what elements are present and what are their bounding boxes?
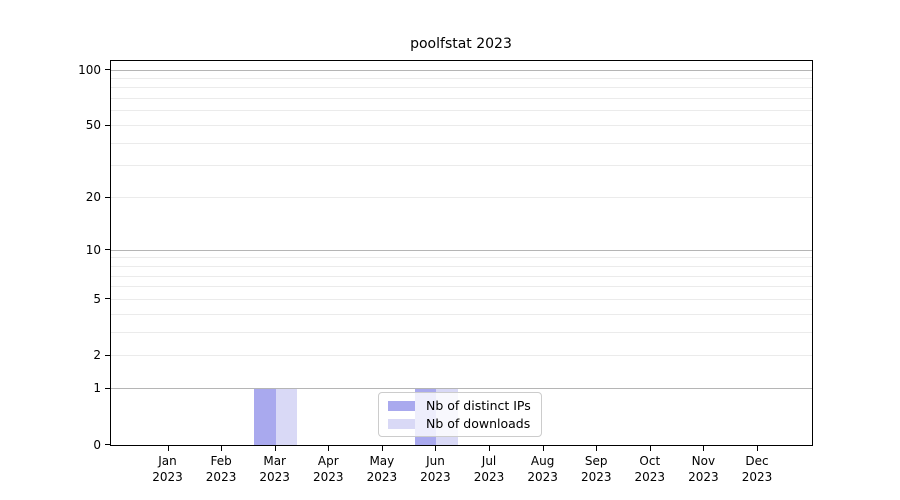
y-tick-5 (105, 298, 111, 300)
y-gridline-60 (111, 110, 812, 112)
y-gridline-100 (111, 69, 812, 71)
y-gridline-80 (111, 87, 812, 89)
x-tick-1 (221, 446, 223, 451)
legend-label-downloads: Nb of downloads (426, 416, 531, 431)
y-gridline-4 (111, 313, 812, 315)
y-tick-label-10: 10 (85, 242, 101, 257)
y-tick-0 (105, 444, 111, 445)
x-tick-9 (649, 446, 651, 451)
y-tick-10 (105, 249, 111, 251)
legend-label-distinct-ips: Nb of distinct IPs (426, 398, 531, 413)
bar-downloads-2 (275, 388, 298, 445)
x-tick-8 (596, 446, 598, 451)
x-tick-label-3: Apr 2023 (312, 454, 344, 484)
x-tick-label-7: Aug 2023 (527, 454, 558, 484)
x-tick-label-11: Dec 2023 (741, 454, 773, 484)
legend: Nb of distinct IPs Nb of downloads (378, 392, 542, 437)
legend-entry-downloads: Nb of downloads (388, 416, 531, 431)
x-tick-4 (381, 446, 383, 451)
x-tick-label-9: Oct 2023 (634, 454, 666, 484)
y-tick-label-0: 0 (93, 437, 101, 452)
legend-swatch-distinct-ips-icon (388, 400, 415, 411)
legend-swatch-downloads-icon (388, 418, 415, 429)
x-tick-11 (756, 446, 758, 451)
y-gridline-70 (111, 98, 812, 100)
x-tick-10 (703, 446, 705, 451)
y-gridline-3 (111, 331, 812, 333)
bar-distinct-ips-2 (254, 388, 276, 445)
y-gridline-8 (111, 265, 812, 267)
x-tick-0 (167, 446, 169, 451)
y-tick-label-50: 50 (85, 118, 101, 133)
y-gridline-30 (111, 165, 812, 167)
y-tick-50 (105, 124, 111, 126)
x-tick-label-5: Jun 2023 (420, 454, 451, 484)
y-gridline-40 (111, 142, 812, 144)
x-tick-7 (542, 446, 544, 451)
x-tick-5 (435, 446, 437, 451)
y-tick-label-2: 2 (93, 348, 101, 363)
x-tick-6 (489, 446, 491, 451)
y-gridline-1 (111, 388, 812, 390)
y-gridline-90 (111, 77, 812, 79)
x-tick-label-10: Nov 2023 (688, 454, 719, 484)
plot-area: Nb of distinct IPs Nb of downloads (110, 60, 813, 446)
x-tick-2 (274, 446, 276, 451)
y-gridline-9 (111, 257, 812, 259)
y-gridline-7 (111, 275, 812, 277)
y-gridline-2 (111, 355, 812, 357)
y-tick-label-1: 1 (93, 381, 101, 396)
x-tick-label-8: Sep 2023 (580, 454, 612, 484)
x-tick-label-0: Jan 2023 (152, 454, 183, 484)
x-tick-label-4: May 2023 (366, 454, 398, 484)
x-tick-label-2: Mar 2023 (259, 454, 290, 484)
legend-entry-distinct-ips: Nb of distinct IPs (388, 398, 531, 413)
x-tick-3 (328, 446, 330, 451)
y-gridline-5 (111, 298, 812, 300)
y-gridline-6 (111, 286, 812, 288)
y-tick-100 (105, 69, 111, 70)
y-tick-2 (105, 354, 111, 356)
y-tick-label-20: 20 (85, 190, 101, 205)
x-tick-label-1: Feb 2023 (205, 454, 237, 484)
y-tick-label-100: 100 (78, 62, 101, 77)
y-tick-1 (105, 387, 111, 389)
chart-title: poolfstat 2023 (410, 36, 512, 52)
y-gridline-20 (111, 197, 812, 199)
y-tick-label-5: 5 (93, 291, 101, 306)
y-gridline-10 (111, 249, 812, 251)
y-tick-20 (105, 196, 111, 198)
y-gridline-50 (111, 125, 812, 127)
x-tick-label-6: Jul 2023 (473, 454, 505, 484)
